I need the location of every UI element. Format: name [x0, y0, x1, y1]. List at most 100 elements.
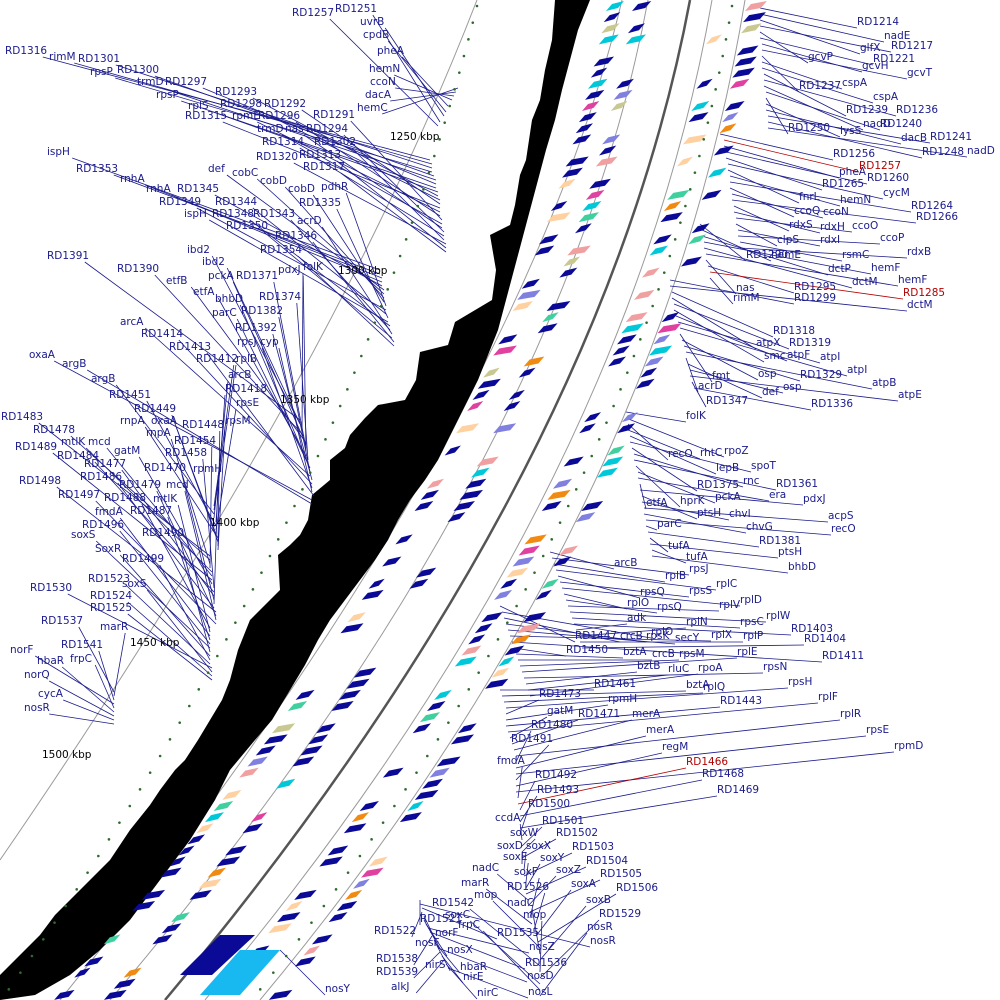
leader-line [645, 519, 832, 536]
leader-line [515, 730, 532, 763]
gene-label: RD1541 [61, 639, 103, 651]
leader-line [707, 265, 795, 294]
gene-feature [467, 401, 484, 411]
gene-feature [141, 889, 166, 900]
gene-label: RD1250 [788, 122, 830, 134]
gene-label: merA [632, 708, 661, 720]
gene-label: chvG [746, 521, 773, 533]
position-tick [673, 238, 677, 241]
leader-line [701, 235, 829, 276]
gene-feature [682, 134, 707, 145]
gene-feature [351, 812, 369, 823]
leader-line [539, 932, 588, 997]
gene-label: RD1299 [794, 292, 836, 304]
gene-feature [508, 389, 525, 400]
position-tick [404, 788, 407, 791]
position-tick [582, 471, 586, 474]
gene-feature [625, 34, 647, 45]
leader-line [643, 507, 829, 523]
leader-line [74, 62, 433, 165]
leader-line [411, 911, 423, 938]
gene-label: RD1489 [15, 441, 57, 453]
gene-label: RD1239 [846, 104, 888, 116]
gene-label: lepB [716, 462, 739, 474]
leader-line [723, 145, 840, 179]
position-tick [251, 588, 255, 591]
leader-line [563, 593, 628, 610]
gene-label: RD1256 [833, 148, 875, 160]
gene-label: hemN [840, 194, 871, 206]
gene-label: pdxJ [803, 493, 826, 505]
position-tick [30, 954, 34, 958]
gene-feature [409, 578, 429, 589]
gene-label: hemC [357, 102, 388, 114]
gene-feature [471, 467, 490, 478]
leader-line [505, 687, 789, 709]
leader-line [312, 241, 395, 343]
gene-feature [696, 78, 713, 89]
gene-label: ispH [47, 146, 70, 158]
gene-label: RD1320 [256, 151, 298, 163]
gene-label: soxW [510, 827, 539, 839]
position-tick [118, 821, 121, 824]
gene-feature [542, 312, 559, 323]
gene-label: soxX [526, 840, 551, 852]
leader-line [429, 931, 526, 970]
gene-feature [732, 67, 755, 78]
leader-line [290, 219, 391, 331]
position-tick [404, 238, 408, 241]
leader-line [282, 134, 443, 225]
leader-line [633, 453, 744, 488]
position-tick [7, 988, 11, 991]
gene-feature [578, 112, 597, 123]
gene-label: ccoN [823, 206, 849, 218]
leader-line [505, 704, 609, 721]
leader-line [719, 133, 834, 161]
gene-label: cycA [38, 688, 64, 700]
gene-feature [613, 89, 633, 100]
leader-line [127, 601, 213, 677]
gene-feature [368, 578, 385, 589]
gene-feature [722, 112, 739, 123]
gene-label: cyp [260, 336, 279, 348]
leader-line [395, 87, 455, 97]
position-tick [148, 771, 152, 774]
gene-feature [601, 23, 620, 34]
leader-line [329, 18, 439, 127]
gene-label: spoT [751, 460, 777, 472]
gene-label: RD1374 [259, 291, 301, 303]
leader-line [519, 809, 529, 835]
position-tick [436, 738, 440, 741]
leader-line [527, 875, 557, 907]
position-tick [225, 638, 228, 641]
gene-feature [338, 689, 361, 700]
gene-label: RD1521 [420, 913, 462, 925]
leader-line [761, 67, 874, 104]
gene-feature [575, 123, 593, 134]
position-tick [475, 4, 479, 8]
leader-line [705, 253, 899, 287]
gene-feature [225, 845, 247, 856]
gene-feature [222, 789, 242, 800]
leader-line [106, 447, 213, 577]
gene-feature [271, 723, 296, 734]
kbp-label: 1250 kbp [390, 131, 440, 143]
leader-line [299, 147, 445, 237]
gene-feature [663, 201, 682, 211]
gene-label: rplE [737, 646, 758, 658]
leader-line [703, 247, 853, 289]
gene-feature [562, 167, 583, 178]
leader-line [645, 525, 658, 531]
position-tick [285, 521, 288, 524]
gene-label: RD1526 [507, 881, 549, 893]
gene-label: secY [675, 632, 700, 644]
leader-line [725, 151, 868, 185]
leader-line [162, 87, 437, 181]
leader-line [517, 766, 523, 799]
gene-label: rpsJ [689, 563, 709, 575]
gene-label: RD1300 [117, 64, 159, 76]
gene-feature [483, 367, 500, 378]
gene-feature [621, 412, 638, 423]
leader-line [677, 321, 821, 364]
gene-label: nosR [24, 702, 50, 714]
